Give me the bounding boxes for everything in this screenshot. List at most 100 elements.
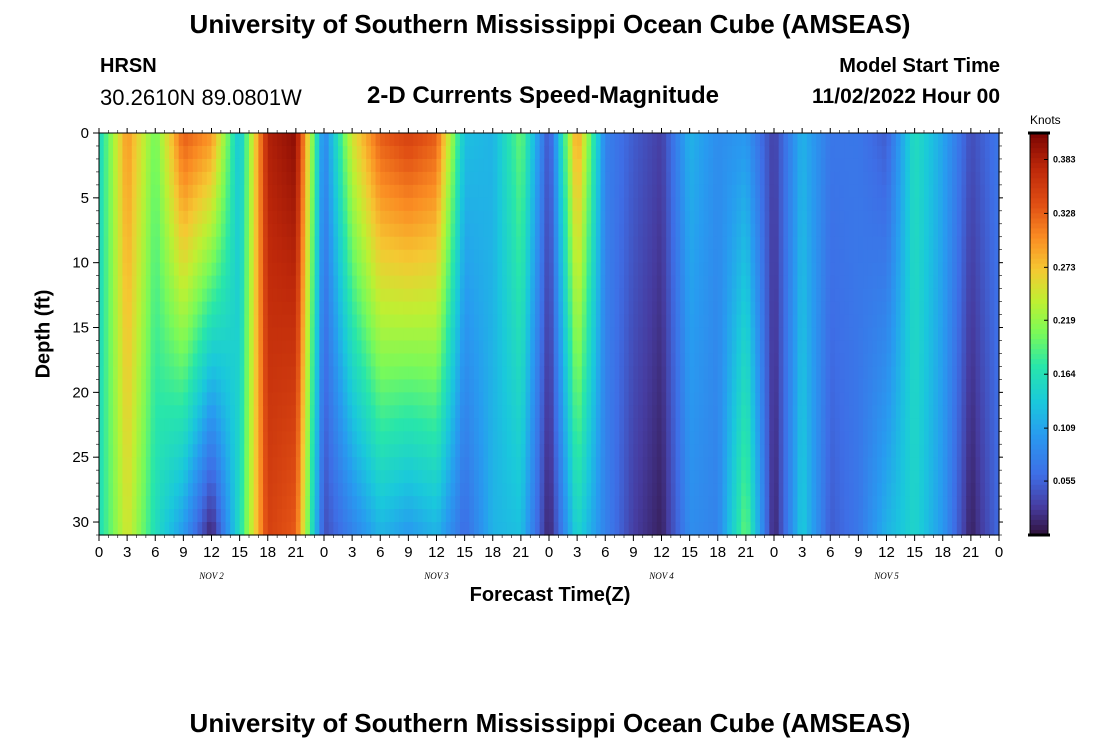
heatmap-cell — [558, 275, 564, 290]
heatmap-cell — [492, 314, 499, 329]
heatmap-cell — [328, 470, 334, 484]
heatmap-cell — [136, 509, 142, 523]
heatmap-cell — [694, 236, 700, 251]
heatmap-cell — [713, 405, 719, 419]
heatmap-cell — [497, 197, 503, 212]
heatmap-cell — [122, 353, 128, 368]
heatmap-cell — [605, 133, 611, 147]
heatmap-cell — [459, 288, 466, 303]
heatmap-cell — [216, 184, 222, 199]
heatmap-cell — [338, 392, 344, 406]
heatmap-cell — [731, 301, 738, 316]
heatmap-cell — [441, 405, 447, 419]
heatmap-cell — [492, 249, 499, 264]
heatmap-cell — [300, 314, 306, 329]
heatmap-cell — [178, 379, 184, 393]
heatmap-cell — [647, 262, 653, 277]
heatmap-cell — [169, 366, 175, 380]
heatmap-cell — [525, 340, 531, 355]
heatmap-cell — [633, 158, 639, 173]
heatmap-cell — [281, 405, 288, 419]
heatmap-cell — [417, 301, 424, 316]
heatmap-cell — [661, 405, 667, 419]
heatmap-cell — [328, 353, 334, 368]
heatmap-cell — [267, 275, 274, 290]
heatmap-cell — [408, 133, 414, 147]
heatmap-cell — [708, 327, 714, 342]
heatmap-cell — [459, 327, 466, 342]
heatmap-cell — [286, 379, 292, 393]
heatmap-cell — [174, 327, 180, 342]
heatmap-cell — [553, 366, 559, 380]
heatmap-cell — [267, 509, 274, 523]
heatmap-cell — [586, 405, 592, 419]
heatmap-cell — [99, 509, 105, 523]
heatmap-cell — [277, 314, 283, 329]
heatmap-cell — [164, 171, 170, 186]
heatmap-cell — [502, 327, 508, 342]
heatmap-cell — [155, 236, 161, 251]
heatmap-cell — [422, 509, 428, 523]
heatmap-cell — [183, 249, 189, 264]
heatmap-cell — [450, 262, 456, 277]
heatmap-cell — [577, 483, 583, 497]
heatmap-cell — [347, 327, 353, 342]
heatmap-cell — [249, 158, 255, 173]
heatmap-cell — [145, 210, 152, 225]
heatmap-cell — [131, 314, 138, 329]
heatmap-cell — [713, 133, 719, 147]
heatmap-cell — [361, 431, 367, 445]
heatmap-cell — [103, 483, 109, 497]
heatmap-cell — [427, 418, 433, 432]
heatmap-cell — [117, 379, 124, 393]
heatmap-cell — [417, 314, 424, 329]
heatmap-cell — [699, 133, 705, 147]
heatmap-cell — [806, 340, 813, 355]
heatmap-cell — [113, 483, 119, 497]
heatmap-cell — [774, 483, 780, 497]
heatmap-cell — [689, 158, 695, 173]
heatmap-cell — [239, 210, 245, 225]
heatmap-cell — [684, 470, 691, 484]
heatmap-cell — [764, 210, 770, 225]
heatmap-cell — [586, 158, 592, 173]
heatmap-cell — [403, 236, 409, 251]
heatmap-cell — [230, 133, 236, 147]
heatmap-cell — [394, 249, 400, 264]
heatmap-cell — [314, 301, 320, 316]
heatmap-cell — [328, 301, 334, 316]
heatmap-cell — [717, 366, 724, 380]
heatmap-cell — [605, 171, 611, 186]
heatmap-cell — [647, 483, 653, 497]
heatmap-cell — [272, 145, 278, 160]
heatmap-cell — [591, 392, 597, 406]
heatmap-cell — [291, 457, 297, 471]
heatmap-cell — [441, 158, 447, 173]
heatmap-cell — [633, 275, 639, 290]
heatmap-cell — [469, 418, 475, 432]
heatmap-cell — [169, 431, 175, 445]
heatmap-cell — [249, 470, 255, 484]
heatmap-cell — [605, 249, 611, 264]
heatmap-cell — [642, 483, 649, 497]
heatmap-cell — [642, 236, 649, 251]
heatmap-cell — [422, 301, 428, 316]
heatmap-cell — [183, 288, 189, 303]
heatmap-cell — [342, 275, 349, 290]
heatmap-cell — [244, 301, 250, 316]
heatmap-cell — [741, 236, 747, 251]
heatmap-cell — [769, 288, 775, 303]
heatmap-cell — [534, 509, 541, 523]
heatmap-cell — [539, 522, 545, 536]
heatmap-cell — [633, 353, 639, 368]
heatmap-cell — [131, 431, 138, 445]
heatmap-cell — [750, 158, 756, 173]
heatmap-cell — [694, 275, 700, 290]
heatmap-cell — [427, 184, 433, 199]
heatmap-cell — [563, 470, 569, 484]
heatmap-cell — [136, 133, 142, 147]
heatmap-cell — [234, 145, 241, 160]
heatmap-cell — [216, 288, 222, 303]
heatmap-cell — [605, 145, 611, 160]
heatmap-cell — [436, 262, 442, 277]
